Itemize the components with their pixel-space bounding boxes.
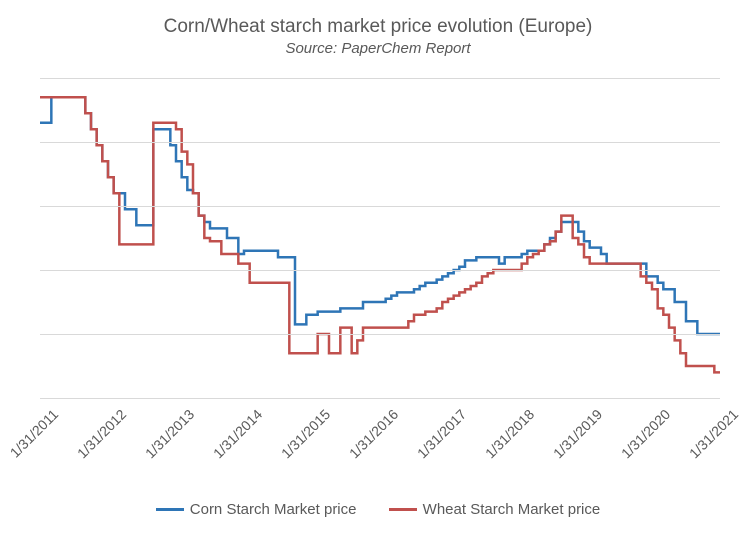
gridline bbox=[40, 334, 720, 335]
plot-area bbox=[40, 78, 720, 399]
x-tick-label: 1/31/2011 bbox=[1, 406, 62, 467]
x-tick-label: 1/31/2020 bbox=[613, 406, 674, 467]
legend-label-corn: Corn Starch Market price bbox=[190, 501, 357, 518]
legend: Corn Starch Market price Wheat Starch Ma… bbox=[0, 498, 756, 518]
gridline bbox=[40, 270, 720, 271]
x-axis-labels: 1/31/20111/31/20121/31/20131/31/20141/31… bbox=[40, 398, 720, 488]
legend-swatch-wheat bbox=[389, 508, 417, 511]
gridline bbox=[40, 142, 720, 143]
gridline bbox=[40, 206, 720, 207]
x-tick-label: 1/31/2016 bbox=[341, 406, 402, 467]
x-tick-label: 1/31/2014 bbox=[205, 406, 266, 467]
x-tick-label: 1/31/2019 bbox=[545, 406, 606, 467]
chart-title: Corn/Wheat starch market price evolution… bbox=[0, 0, 756, 38]
gridline bbox=[40, 78, 720, 79]
x-tick-label: 1/31/2017 bbox=[409, 406, 470, 467]
legend-swatch-corn bbox=[156, 508, 184, 511]
series-line-0 bbox=[40, 97, 720, 334]
legend-item-wheat: Wheat Starch Market price bbox=[389, 501, 601, 518]
chart-subtitle: Source: PaperChem Report bbox=[0, 40, 756, 57]
x-tick-label: 1/31/2018 bbox=[477, 406, 538, 467]
x-tick-label: 1/31/2013 bbox=[137, 406, 198, 467]
legend-label-wheat: Wheat Starch Market price bbox=[423, 501, 601, 518]
x-tick-label: 1/31/2021 bbox=[681, 406, 742, 467]
series-line-1 bbox=[40, 97, 720, 372]
x-tick-label: 1/31/2015 bbox=[273, 406, 334, 467]
chart-container: Corn/Wheat starch market price evolution… bbox=[0, 0, 756, 536]
legend-item-corn: Corn Starch Market price bbox=[156, 501, 357, 518]
x-tick-label: 1/31/2012 bbox=[69, 406, 130, 467]
line-series-svg bbox=[40, 78, 720, 398]
